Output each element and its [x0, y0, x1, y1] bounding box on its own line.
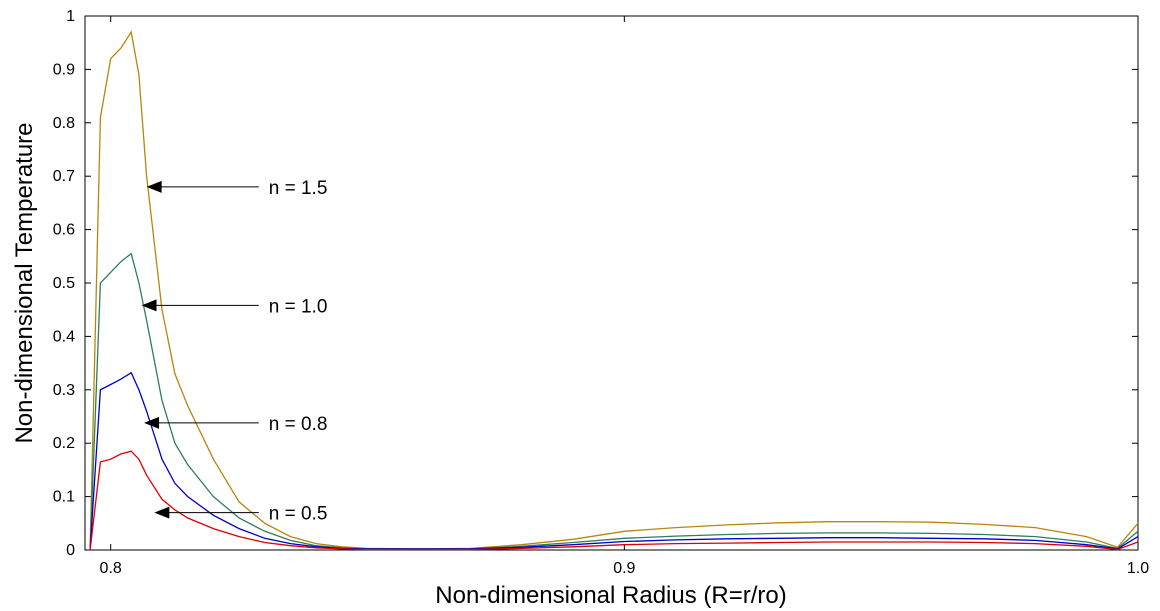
- annotation-arrow-head: [146, 180, 162, 193]
- x-axis-label: Non-dimensional Radius (R=r/ro): [435, 582, 786, 609]
- x-tick-label: 0.8: [100, 560, 122, 577]
- tick-labels: 0 0.1 0.2 0.3 0.4 0.5 0.6 0.7 0.8 0.9 1 0.8 0.9 1.0: [53, 8, 1149, 577]
- annotation-label: n = 0.8: [269, 414, 328, 435]
- y-tick-label: 0: [66, 542, 75, 559]
- y-tick-label: 0.7: [53, 168, 75, 185]
- y-tick-label: 0.3: [53, 382, 75, 399]
- x-tick-label: 1.0: [1127, 560, 1149, 577]
- y-tick-label: 0.4: [53, 328, 75, 345]
- axis-ticks: [85, 15, 1139, 551]
- x-tick-label: 0.9: [613, 560, 635, 577]
- y-tick-label: 0.6: [53, 222, 75, 239]
- y-axis-label: Non-dimensional Temperature: [11, 122, 38, 443]
- y-tick-label: 0.2: [53, 435, 75, 452]
- y-tick-label: 1: [66, 8, 75, 25]
- annotation-arrow-head: [144, 416, 160, 429]
- y-tick-label: 0.1: [53, 489, 75, 506]
- series-group: [89, 30, 1139, 551]
- annotation-arrow-head: [154, 506, 170, 519]
- y-tick-label: 0.8: [53, 115, 75, 132]
- y-tick-label: 0.5: [53, 275, 75, 292]
- annotations-group: n = 1.5 n = 1.0 n = 0.8 n = 0.5: [141, 178, 328, 525]
- annotation-label: n = 1.0: [269, 296, 328, 317]
- series-line-3: [89, 450, 1139, 551]
- plot-frame: [84, 15, 1139, 551]
- annotation-arrow-head: [141, 299, 157, 312]
- annotation-label: n = 0.5: [269, 504, 328, 525]
- y-tick-label: 0.9: [53, 61, 75, 78]
- annotation-label: n = 1.5: [269, 178, 328, 199]
